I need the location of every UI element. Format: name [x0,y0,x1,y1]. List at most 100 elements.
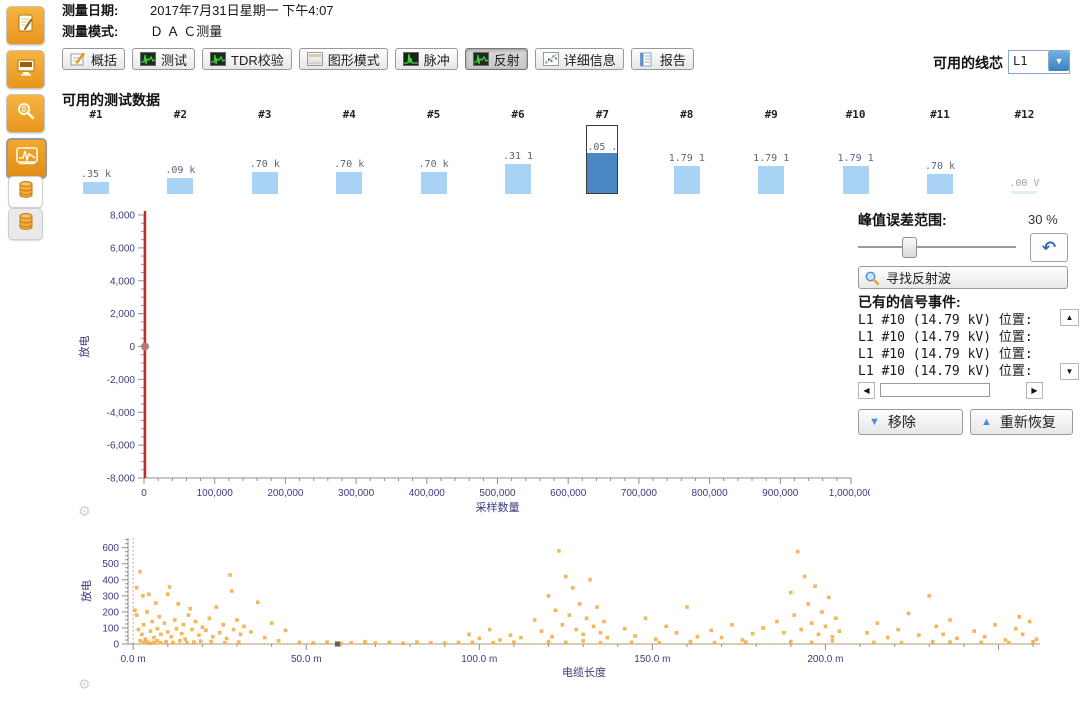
pulse-icon [402,52,419,66]
signal-event-row[interactable]: L1 #10 (14.79 kV) 位置: [858,347,1033,362]
peak-error-slider-track[interactable] [858,246,1016,248]
horizontal-scrollbar-thumb[interactable] [880,383,990,397]
reflection-chart[interactable]: -8,000 -6,000 -4,000 -2,000 0 2,000 4,000 6,000… [60,203,870,525]
dataset-charge-bar [1011,191,1038,194]
toolbar-button-tdr-check[interactable]: TDR校验 [202,48,292,70]
test-dataset-9[interactable]: #9 1.79 1 [729,108,813,194]
test-dataset-6[interactable]: #6 .31 1 [476,108,560,194]
measurement-date-row: 测量日期: 2017年7月31日星期一 下午4:07 [62,0,334,19]
svg-text:200,000: 200,000 [267,488,304,499]
undo-arrow-icon: ↶ [1041,238,1057,257]
remove-button[interactable]: ▼ 移除 [858,409,963,435]
signal-event-row[interactable]: L1 #10 (14.79 kV) 位置: [858,313,1033,328]
dataset-charge-bar [420,172,447,194]
signal-events-label: 已有的信号事件: [858,294,961,310]
toolbar-button-label: 概括 [91,52,118,68]
scroll-up-button[interactable]: ▲ [1060,309,1079,326]
dataset-voltage-value: .00 V [1009,178,1040,189]
dataset-voltage-value: 1.79 1 [837,153,874,164]
toolbar-button-details[interactable]: 详细信息 [534,48,624,70]
database-icon [16,211,36,238]
sidebar-button-inspect[interactable]: 0 [6,94,45,133]
clipboard-icon [15,12,37,39]
toolbar-button-pulse[interactable]: 脉冲 [394,48,458,70]
dataset-voltage-value: .70 k [418,159,449,170]
toolbar-button-label: 脉冲 [423,52,450,68]
restore-button[interactable]: ▲ 重新恢复 [970,409,1073,435]
test-dataset-7[interactable]: #7 .05 . [560,108,644,194]
test-dataset-4[interactable]: #4 .70 k [307,108,391,194]
report-icon [639,52,655,67]
sidebar-button-waveform[interactable] [6,138,47,179]
magnifier-icon [865,271,880,285]
svg-text:放电: 放电 [77,336,91,358]
dataset-number: #3 [258,108,272,121]
toolbar-button-overview[interactable]: 概括 [62,48,126,70]
test-dataset-3[interactable]: #3 .70 k [223,108,307,194]
core-select-dropdown[interactable]: L1 ▼ [1008,50,1070,74]
dataset-number: #9 [764,108,778,121]
svg-text:电缆长度: 电缆长度 [562,665,606,679]
toolbar-button-reflection[interactable]: 反射 [464,48,528,70]
sidebar-button-database[interactable] [8,176,43,208]
chevron-down-icon[interactable]: ▼ [1048,51,1069,71]
scatter-icon [542,52,559,66]
dataset-charge-bar [167,178,194,194]
toolbar-button-label: 详细信息 [563,52,616,68]
scroll-right-button[interactable]: ▶ [1026,382,1043,399]
dataset-voltage-value: 1.79 1 [668,153,705,164]
waveform-icon [140,52,157,66]
svg-text:900,000: 900,000 [762,488,799,499]
dataset-number: #12 [1014,108,1035,121]
dataset-voltage-value: .70 k [924,161,956,172]
test-dataset-2[interactable]: #2 .09 k [138,108,222,194]
svg-text:-2,000: -2,000 [107,375,136,386]
dataset-charge-bar [673,166,700,194]
svg-text:400: 400 [102,575,119,586]
waveform-icon [472,52,489,66]
peak-error-label: 峰值误差范围: [858,212,947,228]
sidebar-button-database-alt[interactable] [8,208,43,240]
dataset-number: #1 [89,108,103,121]
svg-text:100.0 m: 100.0 m [461,654,497,665]
gear-icon[interactable]: ⚙ [78,676,91,692]
toolbar-button-test[interactable]: 测试 [132,48,196,70]
test-dataset-12[interactable]: #12 .00 V [982,108,1066,194]
toolbar-button-report[interactable]: 报告 [630,48,694,70]
scroll-down-button[interactable]: ▼ [1060,363,1079,380]
selected-dataset-box [586,125,619,194]
gear-icon[interactable]: ⚙ [78,503,91,519]
dataset-charge-bar [927,174,953,194]
svg-text:300: 300 [102,591,119,602]
svg-text:200: 200 [102,607,119,618]
toolbar-button-graph-mode[interactable]: 图形模式 [298,48,388,70]
test-dataset-5[interactable]: #5 .70 k [392,108,476,194]
sidebar-button-monitor[interactable] [6,50,45,89]
toolbar-button-label: 测试 [161,52,188,68]
test-dataset-10[interactable]: #10 1.79 1 [814,108,898,194]
undo-button[interactable]: ↶ [1030,233,1068,262]
signal-event-row[interactable]: L1 #10 (14.79 kV) 位置: [858,330,1033,345]
svg-text:200.0 m: 200.0 m [807,654,843,665]
sidebar-button-records[interactable] [6,6,45,45]
test-dataset-8[interactable]: #8 1.79 1 [645,108,729,194]
scroll-left-button[interactable]: ◀ [858,382,875,399]
peak-error-slider-handle[interactable] [901,237,917,258]
test-dataset-11[interactable]: #11 .70 k [898,108,982,194]
svg-text:8,000: 8,000 [110,211,135,222]
dataset-voltage-value: .09 k [165,165,196,176]
peak-error-value: 30 % [1028,212,1058,227]
svg-text:600,000: 600,000 [550,488,587,499]
signal-events-list[interactable]: L1 #10 (14.79 kV) 位置: L1 #10 (14.79 kV) 位… [858,309,1046,380]
dataset-voltage-value: .05 . [587,142,618,153]
svg-text:100,000: 100,000 [197,488,234,499]
svg-text:700,000: 700,000 [621,488,658,499]
svg-text:1,000,000: 1,000,000 [829,488,870,499]
cable-map-chart[interactable]: 0 100 200 300 400 500 600 0.0 m 50.0 m 100.0 m 150… [60,528,1080,700]
dataset-charge-bar [251,172,278,194]
find-reflection-button[interactable]: 寻找反射波 [858,266,1068,289]
signal-event-row[interactable]: L1 #10 (14.79 kV) 位置: [858,364,1033,379]
test-dataset-1[interactable]: #1 .35 k [54,108,138,194]
dataset-number: #11 [930,108,950,121]
